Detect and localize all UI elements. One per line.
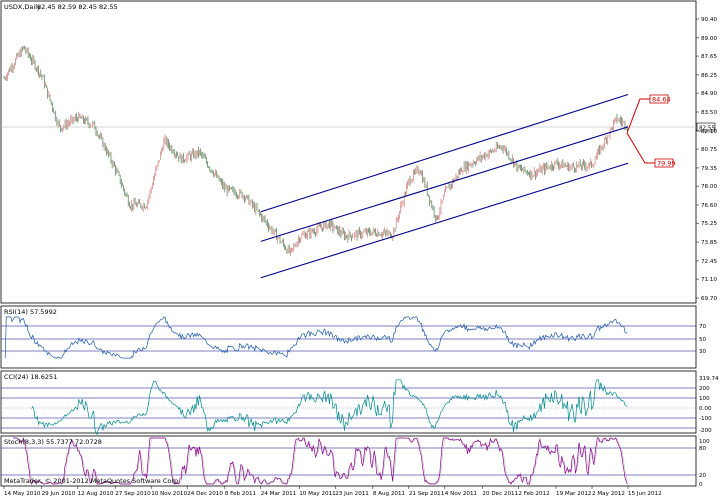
time-axis-label: 24 Mar 2011	[261, 491, 297, 497]
price-axis-label: 72.45	[701, 259, 717, 265]
time-axis-label: 23 Jun 2011	[335, 491, 369, 497]
rsi-line	[4, 316, 628, 359]
price-axis-label: 78.00	[701, 184, 717, 190]
stoch-main-line	[13, 437, 628, 485]
price-axis-label: 69.70	[701, 296, 717, 302]
cci-title: CCI(24) 18.6251	[4, 373, 57, 381]
time-axis-label: 10 Nov 2010	[151, 491, 187, 497]
price-axis-label: 73.85	[701, 240, 717, 246]
stoch-axis: 100 80 20 0	[699, 439, 710, 488]
projection-arrows	[626, 98, 655, 164]
price-axis-label: 84.90	[701, 91, 717, 97]
cci-axis-minus100: -100	[699, 416, 712, 422]
cci-axis: 319.74 200 100 0.00 -100 -200	[699, 376, 719, 434]
price-axis-label: 79.35	[701, 166, 717, 172]
time-axis-label: 4 Nov 2011	[445, 491, 478, 497]
price-axis-label: 87.65	[701, 54, 717, 60]
stoch-axis-100: 100	[699, 439, 710, 445]
stoch-axis-0: 0	[699, 482, 703, 488]
price-axis-label: 80.75	[701, 147, 717, 153]
time-axis: 14 May 2010 29 Jun 2010 12 Aug 2010 27 Sep …	[3, 486, 662, 497]
time-axis-label: 19 Mar 2012	[556, 491, 591, 497]
cci-panel-frame	[0, 370, 697, 434]
price-axis-label: 83.50	[701, 110, 717, 116]
price-axis-label: 75.25	[701, 221, 717, 227]
projection-down-line	[626, 132, 655, 164]
price-axis: 90.40 89.00 87.65 86.25 84.90 83.50 82.10 80.75…	[696, 17, 717, 302]
cci-axis-0: 0.00	[699, 406, 712, 412]
channel-line-lower	[260, 162, 629, 279]
current-price-tag	[696, 122, 716, 132]
rsi-panel-frame	[0, 305, 697, 369]
cci-axis-max: 319.74	[699, 376, 719, 382]
time-axis-label: 2 May 2012	[592, 491, 625, 497]
channel-line-middle	[260, 126, 629, 242]
cci-axis-100: 100	[699, 396, 710, 402]
projection-up-line	[626, 98, 650, 134]
target-down-label: 79.99	[657, 160, 676, 168]
time-axis-label: 20 Dec 2011	[482, 491, 518, 497]
rsi-axis-30: 30	[699, 349, 707, 355]
rsi-axis-70: 70	[699, 324, 707, 330]
time-axis-label: 10 May 2011	[299, 491, 336, 497]
time-axis-label: 24 Dec 2010	[187, 491, 223, 497]
rsi-layer	[4, 316, 628, 359]
target-up-label: 84.64	[652, 96, 671, 104]
cci-layer	[31, 379, 628, 436]
time-axis-label: 8 Aug 2011	[373, 491, 406, 497]
symbol-title: USDX,Daily	[4, 3, 41, 11]
time-axis-label: 8 Feb 2011	[225, 491, 257, 497]
time-axis-label: 15 Jun 2012	[628, 491, 662, 497]
cci-axis-minus200: -200	[699, 428, 712, 434]
regression-channel	[260, 93, 629, 279]
price-axis-label: 86.25	[701, 73, 717, 79]
price-axis-label: 71.10	[701, 277, 717, 283]
time-axis-label: 2 Feb 2012	[518, 491, 549, 497]
cci-axis-200: 200	[699, 386, 710, 392]
time-axis-label: 21 Sep 2011	[409, 491, 445, 497]
stoch-layer	[13, 437, 628, 485]
stoch-title: Stoch(8,3,3) 55.7377 72.0728	[4, 438, 102, 446]
target-down-box	[654, 158, 674, 168]
rsi-axis: 70 50 30	[699, 324, 707, 355]
stoch-axis-80: 80	[699, 446, 707, 452]
main-panel-frame	[0, 0, 697, 304]
time-axis-label: 12 Aug 2010	[78, 491, 114, 497]
rsi-axis-50: 50	[699, 337, 707, 343]
cci-line	[31, 379, 628, 436]
copyright-watermark: MetaTrader, © 2001-2012 MetaQuotes Softw…	[4, 477, 180, 485]
stoch-panel-frame	[0, 435, 697, 487]
rsi-title: RSI(14) 57.5992	[4, 308, 57, 316]
channel-line-upper	[260, 93, 629, 213]
stoch-axis-20: 20	[699, 473, 707, 479]
price-axis-label: 76.60	[701, 203, 717, 209]
time-axis-label: 27 Sep 2010	[115, 491, 151, 497]
ohlc-readout: 82.45 82.59 82.45 82.55	[37, 3, 118, 11]
time-axis-label: 14 May 2010	[4, 491, 41, 497]
target-up-box	[649, 94, 669, 104]
price-axis-label: 89.00	[701, 36, 717, 42]
price-axis-label: 82.10	[701, 129, 717, 135]
time-axis-label: 29 Jun 2010	[42, 491, 76, 497]
current-price-value: 82.55	[699, 125, 715, 131]
price-axis-label: 90.40	[701, 17, 717, 23]
